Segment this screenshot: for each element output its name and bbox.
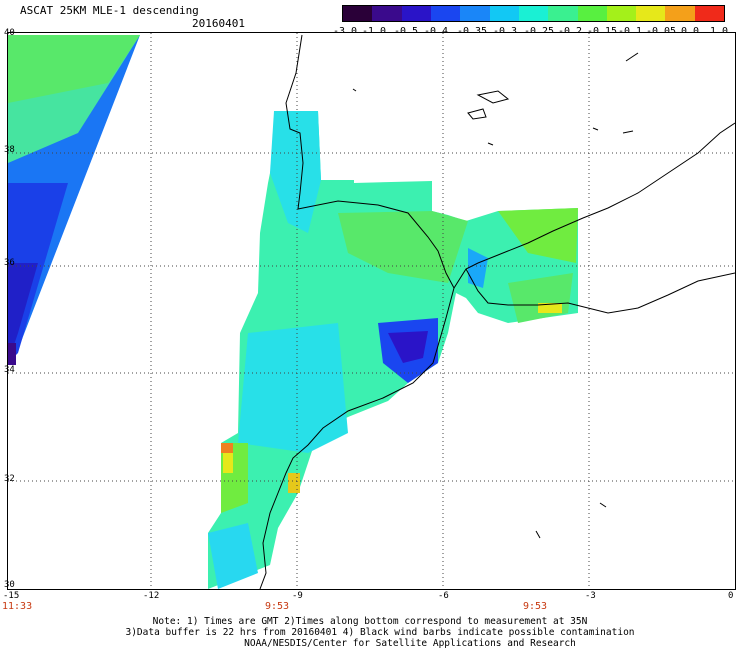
colorbar-label: -3.0: [333, 26, 357, 37]
lat-label: 32: [4, 474, 15, 484]
lon-label: -9: [292, 591, 303, 601]
colorbar-label: -0.35: [457, 26, 487, 37]
colorbar-swatch: [489, 6, 519, 21]
lon-label: -15: [3, 591, 20, 601]
colorbar: [342, 5, 725, 22]
colorbar-label: -0.3: [493, 26, 517, 37]
footer-note-line2: 3)Data buffer is 22 hrs from 20160401 4)…: [125, 627, 635, 638]
wind-swath-data: [8, 35, 578, 589]
colorbar-swatch: [606, 6, 637, 21]
map-title: ASCAT 25KM MLE-1 descending: [20, 4, 199, 17]
map-panel: [7, 32, 736, 590]
graticule: [8, 33, 735, 589]
colorbar-label: -0.1: [618, 26, 642, 37]
footer-credit: NOAA/NESDIS/Center for Satellite Applica…: [244, 638, 576, 649]
lat-label: 36: [4, 258, 15, 268]
colorbar-swatch: [401, 6, 431, 21]
time-label: 11:33: [2, 601, 33, 612]
time-label: 9:53: [523, 601, 548, 612]
colorbar-swatch: [577, 6, 607, 21]
colorbar-swatch: [694, 6, 725, 21]
colorbar-swatch: [343, 6, 373, 21]
colorbar-swatch: [460, 6, 490, 21]
islands: [352, 52, 639, 539]
colorbar-swatch: [665, 6, 695, 21]
lat-label: 40: [4, 28, 15, 38]
coastlines: [259, 34, 735, 589]
colorbar-label: -0.5: [394, 26, 418, 37]
colorbar-label: -0.4: [424, 26, 448, 37]
lon-label: -12: [143, 591, 160, 601]
colorbar-label: -0.2: [558, 26, 582, 37]
colorbar-swatch: [430, 6, 461, 21]
colorbar-label: -1.0: [362, 26, 386, 37]
colorbar-label: -0.05: [646, 26, 676, 37]
colorbar-label: 1.0: [710, 26, 728, 37]
colorbar-label: -0.15: [587, 26, 617, 37]
lat-label: 30: [4, 580, 15, 590]
colorbar-swatch: [518, 6, 549, 21]
map-canvas: [8, 33, 735, 589]
time-label: 9:53: [265, 601, 290, 612]
colorbar-swatch: [636, 6, 666, 21]
map-date: 20160401: [192, 17, 245, 30]
colorbar-label: 0.0: [681, 26, 699, 37]
lon-label: 0: [728, 591, 734, 601]
colorbar-swatch: [548, 6, 578, 21]
colorbar-swatch: [372, 6, 402, 21]
footer-note-line1: Note: 1) Times are GMT 2)Times along bot…: [152, 616, 588, 627]
lat-label: 38: [4, 145, 15, 155]
lat-label: 34: [4, 365, 15, 375]
colorbar-label: -0.25: [524, 26, 554, 37]
lon-label: -6: [438, 591, 449, 601]
lon-label: -3: [585, 591, 596, 601]
